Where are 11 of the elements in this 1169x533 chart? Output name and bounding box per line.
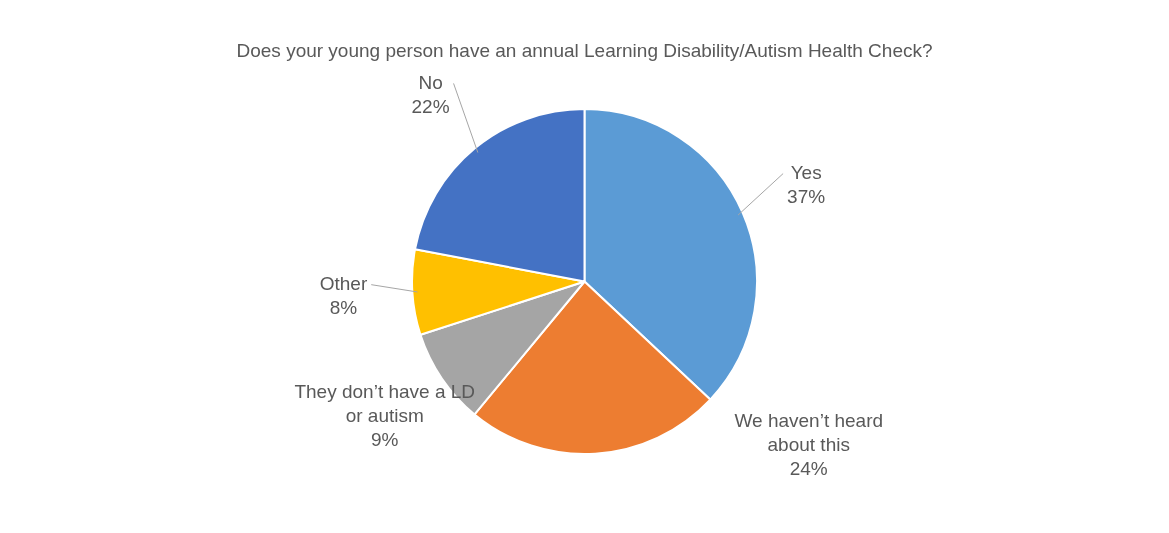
- slice-label: Yes: [790, 161, 822, 183]
- data-label: 8%: [329, 296, 358, 318]
- data-label: 37%: [787, 185, 826, 207]
- data-label: 22%: [411, 95, 450, 117]
- chart-title: Does your young person have an annual Learning Disability/Autism Health Check?: [236, 40, 933, 62]
- slice-label: No: [418, 71, 443, 93]
- slice-label: We haven’t heard about this: [734, 409, 884, 455]
- data-label: 24%: [789, 457, 828, 479]
- slice-label: They don’t have a LD or autism: [294, 381, 476, 427]
- data-label: 9%: [371, 429, 399, 451]
- slice-label: Other: [319, 272, 368, 294]
